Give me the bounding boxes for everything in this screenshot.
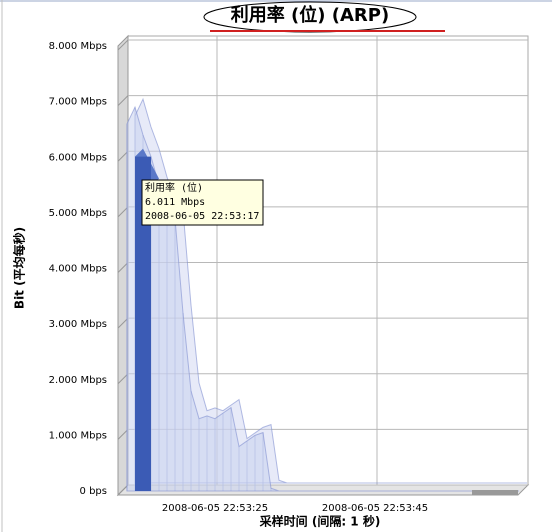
chart-title: 利用率 (位) (ARP) [231, 4, 389, 26]
grid-line-wall [117, 373, 129, 385]
grid-line-wall [117, 206, 129, 218]
x-tick-label: 2008-06-05 22:53:45 [322, 503, 428, 514]
grid-line-wall [117, 95, 129, 106]
scrollbar[interactable] [472, 490, 518, 495]
grid-line-wall [117, 429, 129, 440]
tooltip-value: 6.011 Mbps [145, 197, 205, 208]
x-axis-title: 采样时间 (间隔: 1 秒) [259, 514, 381, 529]
tooltip-box [141, 179, 264, 226]
y-axis-title: Bit (平均每秒) [12, 227, 27, 309]
y-tick-label: 3.000 Mbps [49, 319, 107, 330]
tooltip-time: 2008-06-05 22:53:17 [145, 211, 259, 222]
y-tick-label: 6.000 Mbps [49, 152, 107, 163]
area [126, 105, 519, 492]
grid-line-wall [117, 262, 129, 273]
y-tick-label: 2.000 Mbps [49, 375, 107, 386]
grid-line-wall [117, 150, 129, 162]
grid-line-wall [117, 39, 129, 51]
highlight-bar [135, 156, 151, 491]
grid-line-wall [117, 484, 129, 496]
y-tick-label: 4.000 Mbps [49, 264, 107, 275]
y-tick-label: 1.000 Mbps [49, 430, 107, 441]
x-tick-label: 2008-06-05 22:53:25 [162, 503, 268, 514]
grid-line-wall [117, 317, 129, 329]
tooltip-series: 利用率 (位) [145, 181, 203, 194]
y-tick-label: 5.000 Mbps [49, 208, 107, 219]
y-tick-label: 0 bps [80, 486, 107, 497]
y-tick-label: 7.000 Mbps [49, 97, 107, 108]
y-tick-label: 8.000 Mbps [49, 41, 107, 52]
